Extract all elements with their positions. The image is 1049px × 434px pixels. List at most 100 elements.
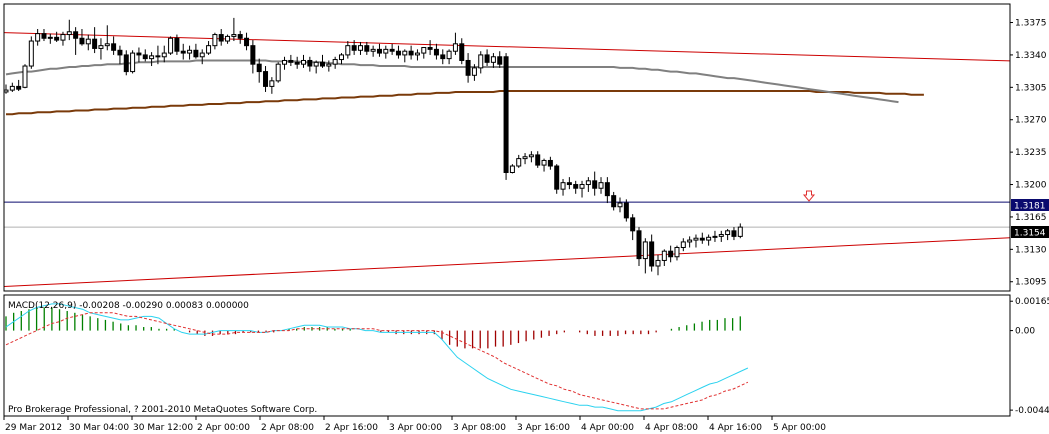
candle-body-bear (376, 48, 382, 54)
candle (168, 36, 174, 55)
candle (193, 43, 199, 59)
candle-body-bear (611, 195, 617, 208)
price-tick-label: 1.3270 (1015, 116, 1047, 126)
candle (9, 82, 15, 92)
candle (28, 36, 34, 69)
candle (212, 32, 218, 50)
price-tick-label: 1.3235 (1015, 148, 1047, 158)
time-tick-label: 3 Apr 00:00 (389, 423, 442, 433)
candle (180, 43, 186, 60)
candle (516, 154, 522, 168)
candle-body-bull (402, 50, 408, 56)
candle (92, 27, 98, 54)
candle (54, 31, 60, 42)
candle (478, 51, 484, 74)
candle (288, 54, 294, 67)
candle-body-bear (731, 230, 737, 237)
candle-body-bear (136, 52, 142, 56)
candle (731, 227, 737, 241)
moving-average-gray (5, 59, 899, 104)
candle-body-bull (212, 34, 218, 47)
candle-body-bear (604, 182, 610, 197)
candle (130, 50, 136, 74)
candle (636, 227, 642, 267)
candle (674, 245, 680, 261)
candle (535, 151, 541, 168)
time-tick-label: 2 Apr 16:00 (325, 423, 378, 433)
level-price-label-bg (1011, 199, 1049, 211)
candle (161, 45, 167, 63)
candle-body-bull (3, 89, 9, 93)
time-tick-label: 2 Apr 08:00 (261, 423, 314, 433)
candle-body-bear (155, 55, 161, 58)
price-pane-frame (3, 3, 1011, 292)
candle-body-bull (187, 49, 193, 54)
candle-body-bear (566, 182, 572, 186)
candle (320, 54, 325, 68)
candle-body-bear (218, 34, 224, 42)
macd-tick-label: -0.00447 (1015, 406, 1049, 416)
candle (528, 151, 534, 163)
candle-body-bull (725, 230, 731, 236)
candle (617, 197, 623, 213)
candle-body-bear (111, 43, 117, 51)
candle (301, 54, 307, 68)
candle-body-bull (9, 85, 15, 91)
candle (149, 52, 155, 67)
candle (351, 40, 357, 55)
candle (642, 238, 648, 274)
candle-body-bull (47, 36, 53, 39)
candle-body-bull (168, 37, 174, 54)
candle-body-bull (598, 182, 604, 189)
price-axis: 1.3375 1.3340 1.3305 1.3270 1.3235 1.3200 1.31… (1010, 19, 1047, 288)
candle-body-bull (60, 34, 66, 41)
candle-body-bear (250, 45, 256, 65)
candle (585, 177, 591, 192)
price-tick-label: 1.3165 (1015, 213, 1047, 223)
time-tick-label: 4 Apr 16:00 (709, 423, 762, 433)
candle-body-bear (256, 63, 262, 73)
candle (218, 28, 224, 46)
candle (104, 25, 110, 51)
candle-body-bull (718, 234, 724, 237)
candle (687, 236, 693, 248)
candle-body-bear (364, 45, 370, 52)
candle-body-bear (630, 217, 636, 232)
candle-body-bull (206, 45, 212, 54)
candle (338, 53, 344, 65)
candle (661, 249, 667, 267)
candle (452, 32, 458, 55)
candle-body-bear (79, 37, 85, 45)
candle (313, 60, 319, 74)
candle-body-bear (237, 34, 243, 39)
candle-body-bull (301, 59, 307, 65)
candle (699, 232, 705, 244)
moving-average-brown (6, 90, 924, 116)
candle (225, 34, 231, 44)
candle-body-bull (706, 236, 712, 241)
candle-body-bull (28, 40, 34, 67)
candle-body-bear (440, 54, 446, 60)
macd-tick-label: 0.00 (1015, 327, 1035, 337)
candle (22, 64, 28, 89)
candle-body-bull (161, 52, 167, 58)
candle (41, 28, 47, 42)
candle-body-bull (231, 34, 237, 37)
price-tick-label: 1.3130 (1015, 245, 1047, 255)
candle-body-bull (522, 156, 528, 160)
last-price-label-text: 1.3154 (1014, 229, 1046, 239)
candle (484, 49, 490, 67)
candle (541, 158, 547, 172)
time-tick-label: 4 Apr 08:00 (645, 423, 698, 433)
candle (345, 41, 351, 59)
candle (66, 19, 72, 41)
candle-body-bear (41, 33, 47, 39)
candle (547, 156, 553, 170)
price-tick-label: 1.3305 (1015, 83, 1047, 93)
candle (332, 56, 338, 69)
candle (73, 27, 79, 55)
price-tick-label: 1.3375 (1015, 19, 1047, 29)
candle-body-bull (345, 45, 351, 56)
